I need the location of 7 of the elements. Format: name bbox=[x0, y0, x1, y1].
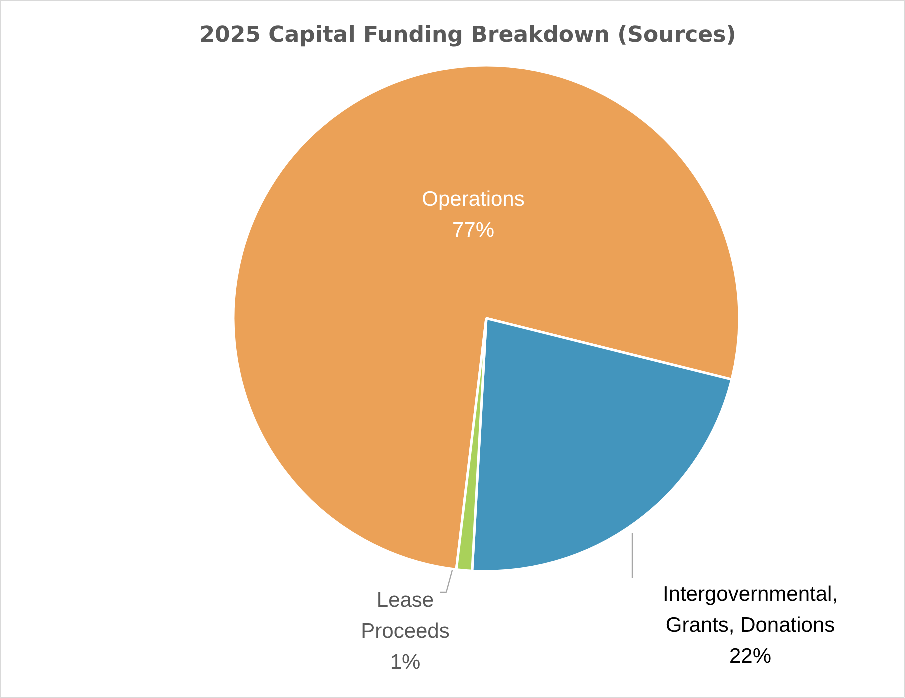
slice-label: Lease Proceeds bbox=[361, 589, 450, 643]
slice-label: Intergovernmental, Grants, Donations bbox=[662, 583, 838, 637]
data-label: 22% bbox=[729, 645, 772, 668]
chart-title: 2025 Capital Funding Breakdown (Sources) bbox=[200, 23, 736, 48]
data-label: 1% bbox=[390, 651, 421, 674]
data-label: 77% bbox=[452, 219, 495, 242]
slice-label: Operations bbox=[422, 188, 525, 211]
